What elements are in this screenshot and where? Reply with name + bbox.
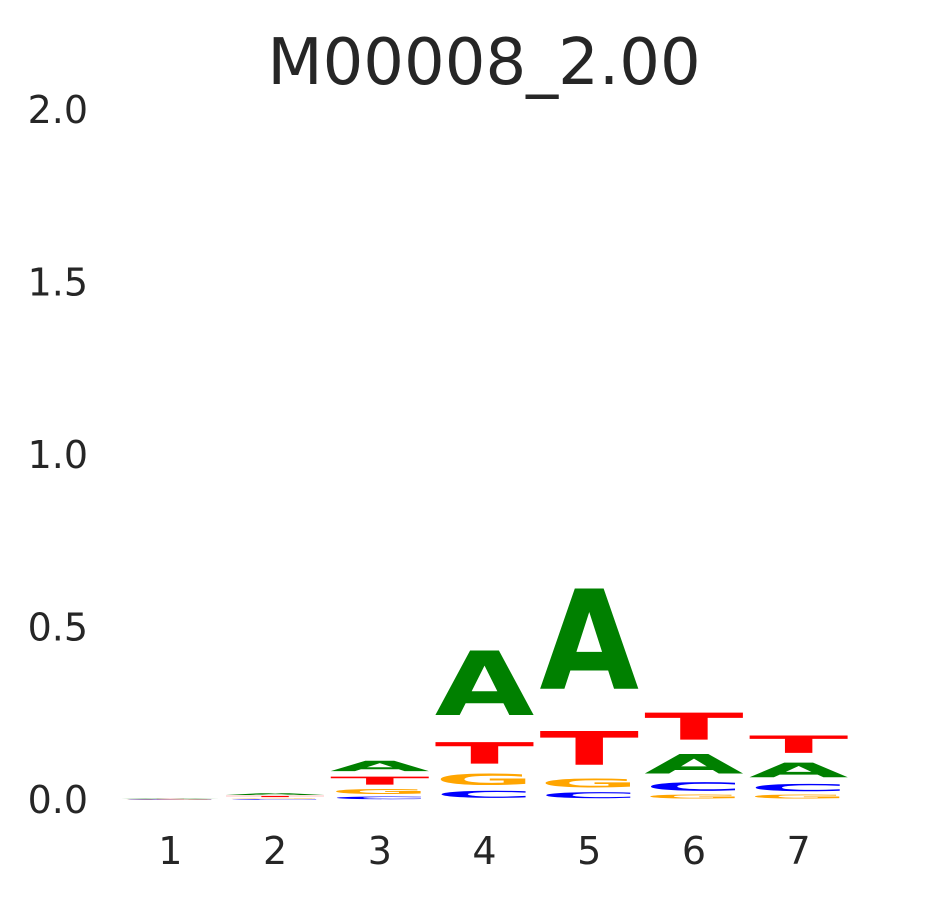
logo-letter-g: G bbox=[539, 776, 638, 791]
svg-text:C: C bbox=[121, 799, 220, 800]
logo-letter-g: G bbox=[435, 771, 534, 789]
svg-text:C: C bbox=[225, 799, 324, 800]
svg-text:T: T bbox=[330, 775, 429, 788]
x-tick-label: 5 bbox=[577, 829, 601, 873]
svg-text:A: A bbox=[121, 798, 220, 799]
svg-text:A: A bbox=[644, 749, 744, 780]
svg-text:A: A bbox=[225, 793, 324, 796]
logo-letter-t: T bbox=[225, 796, 324, 798]
svg-text:A: A bbox=[539, 563, 638, 722]
svg-text:T: T bbox=[225, 796, 324, 798]
logo-letter-a: A bbox=[121, 798, 220, 799]
logo-letter-a: A bbox=[644, 749, 744, 780]
logo-letter-a: A bbox=[225, 793, 324, 796]
logo-letter-a: A bbox=[435, 634, 534, 737]
y-tick-label: 0.0 bbox=[28, 778, 88, 822]
svg-text:G: G bbox=[749, 793, 848, 800]
logo-letter-c: C bbox=[539, 791, 638, 800]
logo-letter-g: G bbox=[330, 787, 429, 796]
logo-letter-g: G bbox=[644, 793, 743, 800]
logo-letter-c: C bbox=[749, 782, 848, 793]
x-tick-label: 1 bbox=[158, 829, 182, 873]
logo-letter-t: T bbox=[435, 736, 535, 770]
y-axis-ticks: 0.0 0.5 1.0 1.5 2.0 bbox=[28, 88, 88, 822]
svg-text:G: G bbox=[225, 798, 324, 799]
svg-text:C: C bbox=[539, 791, 638, 800]
svg-text:G: G bbox=[539, 776, 638, 791]
y-tick-label: 0.5 bbox=[28, 606, 88, 650]
svg-text:G: G bbox=[435, 771, 534, 789]
svg-text:A: A bbox=[330, 758, 430, 775]
y-tick-label: 1.0 bbox=[28, 433, 88, 477]
svg-text:C: C bbox=[644, 780, 743, 793]
svg-text:G: G bbox=[121, 799, 220, 800]
x-axis-ticks: 1 2 3 4 5 6 7 bbox=[158, 829, 810, 873]
logo-letter-t: T bbox=[749, 731, 848, 759]
logo-letter-a: A bbox=[749, 759, 848, 782]
logo-letter-g: G bbox=[749, 793, 848, 800]
logo-letter-c: C bbox=[330, 796, 429, 800]
y-tick-label: 1.5 bbox=[28, 261, 88, 305]
logo-letter-c: C bbox=[121, 799, 220, 800]
svg-text:T: T bbox=[435, 736, 535, 770]
svg-text:C: C bbox=[435, 789, 534, 800]
x-tick-label: 3 bbox=[368, 829, 392, 873]
logo-letter-c: C bbox=[225, 799, 324, 800]
logo-letter-c: C bbox=[435, 789, 534, 800]
x-tick-label: 2 bbox=[263, 829, 287, 873]
svg-text:C: C bbox=[330, 796, 429, 800]
logo-letter-a: A bbox=[539, 563, 638, 722]
svg-text:A: A bbox=[435, 634, 534, 737]
chart-title: M00008_2.00 bbox=[267, 26, 700, 100]
x-tick-label: 4 bbox=[472, 829, 496, 873]
logo-letter-t: T bbox=[539, 722, 639, 776]
svg-text:A: A bbox=[749, 759, 848, 782]
logo-letter-g: G bbox=[121, 799, 220, 800]
svg-text:T: T bbox=[539, 722, 639, 776]
logo-letter-t: T bbox=[644, 705, 743, 748]
logo-letter-c: C bbox=[644, 780, 743, 793]
svg-text:G: G bbox=[644, 793, 743, 800]
logo-letter-t: T bbox=[121, 799, 220, 800]
y-tick-label: 2.0 bbox=[28, 88, 88, 132]
svg-text:T: T bbox=[644, 705, 743, 748]
svg-text:C: C bbox=[749, 782, 848, 793]
x-tick-label: 6 bbox=[682, 829, 706, 873]
x-tick-label: 7 bbox=[787, 829, 811, 873]
svg-text:T: T bbox=[121, 799, 220, 800]
svg-text:T: T bbox=[749, 731, 848, 759]
logo-letter-g: G bbox=[225, 798, 324, 799]
logo-letter-a: A bbox=[330, 758, 430, 775]
svg-text:G: G bbox=[330, 787, 429, 796]
logo-letter-t: T bbox=[330, 775, 429, 788]
